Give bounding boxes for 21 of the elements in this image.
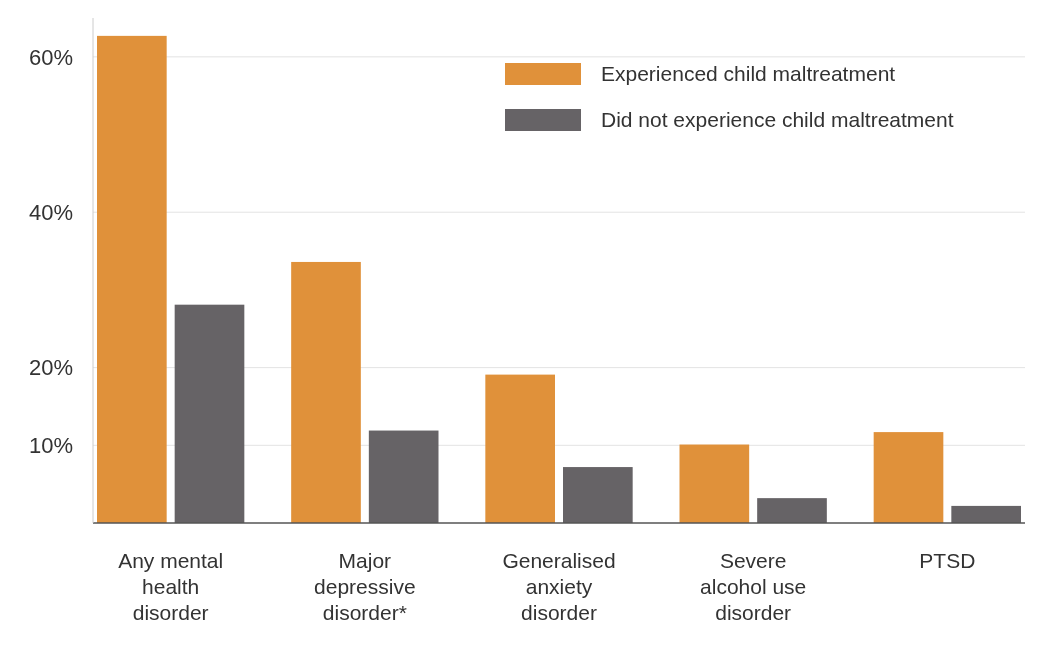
legend-label: Experienced child maltreatment	[601, 62, 896, 86]
bar	[757, 498, 827, 523]
legend-label: Did not experience child maltreatment	[601, 108, 954, 132]
x-tick-label: Generalised anxiety disorder	[502, 549, 616, 624]
bar	[368, 430, 439, 523]
bar	[873, 432, 944, 523]
x-tick-label: Any mental health disorder	[118, 549, 224, 624]
bar	[97, 35, 167, 523]
y-tick-label: 40%	[28, 199, 73, 225]
x-tick-label: Major depressive disorder*	[314, 549, 416, 624]
x-tick-label: PTSD	[919, 549, 976, 572]
y-tick-label: 20%	[28, 355, 73, 381]
bar	[679, 444, 750, 523]
bar	[951, 505, 1021, 523]
x-tick-label: Severe alcohol use disorder	[700, 549, 807, 624]
bar	[291, 261, 361, 523]
bar	[485, 374, 555, 523]
y-tick-label: 60%	[28, 44, 73, 70]
bar	[174, 304, 245, 523]
bar	[563, 467, 633, 523]
y-tick-label: 10%	[28, 433, 73, 459]
